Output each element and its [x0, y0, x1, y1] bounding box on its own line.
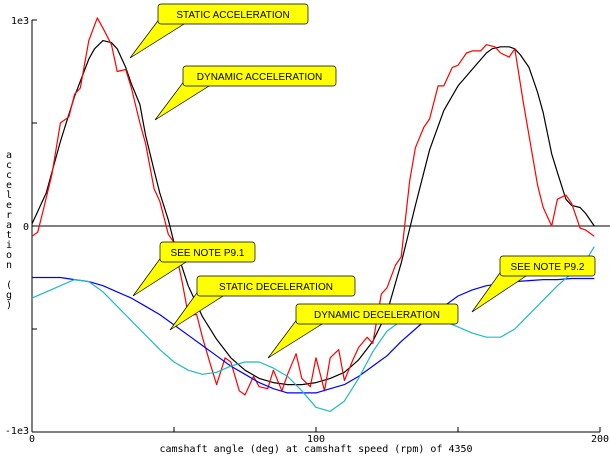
- callout-box: [182, 65, 337, 87]
- x-ticks: 0 100 200: [29, 427, 609, 445]
- y-axis-title-char: a: [6, 150, 12, 161]
- y-axis-title-char: t: [6, 230, 12, 241]
- callout-label: STATIC ACCELERATION: [176, 10, 289, 21]
- callout-box: [159, 241, 256, 263]
- series-line-0: [31, 39, 595, 386]
- callout: SEE NOTE P9.1: [132, 241, 256, 297]
- callout: DYNAMIC ACCELERATION: [154, 65, 337, 121]
- x-axis-title: camshaft angle (deg) at camshaft speed (…: [159, 444, 472, 455]
- y-tick-label: 1e3: [11, 16, 29, 27]
- callout-box: [499, 255, 596, 277]
- y-axis-title-char: ): [6, 300, 12, 311]
- y-axis-title-char: g: [6, 290, 12, 301]
- callouts: STATIC ACCELERATION DYNAMIC ACCELERATION S…: [129, 3, 596, 359]
- series-line-3: [31, 246, 595, 412]
- x-tick-label: 100: [307, 434, 325, 445]
- callout-box: [196, 275, 356, 297]
- y-tick-label: 0: [23, 222, 29, 233]
- callout: SEE NOTE P9.2: [471, 255, 596, 313]
- callout: STATIC DECELERATION: [169, 275, 356, 331]
- y-tick-label: -1e3: [5, 426, 29, 437]
- callout-label: SEE NOTE P9.2: [511, 262, 585, 273]
- y-axis-title-char: c: [6, 170, 12, 181]
- y-ticks: 1e3 0 -1e3: [5, 16, 37, 437]
- callout: DYNAMIC DECELERATION: [267, 303, 459, 359]
- y-axis-title-char: c: [6, 160, 12, 171]
- callout-label: SEE NOTE P9.1: [171, 248, 245, 259]
- y-axis-title-char: e: [6, 200, 12, 211]
- y-axis-title-char: n: [6, 260, 12, 271]
- y-axis-title-char: r: [6, 210, 12, 221]
- y-axis-title-char: o: [6, 250, 12, 261]
- y-axis-title-char: i: [6, 240, 12, 251]
- y-axis-title-char: l: [6, 190, 12, 201]
- y-axis-title-char: a: [6, 220, 12, 231]
- series-line-1: [31, 17, 595, 396]
- y-axis-title-char: e: [6, 180, 12, 191]
- callout-box: [295, 303, 459, 325]
- x-tick-label: 200: [591, 434, 609, 445]
- callout: STATIC ACCELERATION: [129, 3, 309, 59]
- y-axis-title-char: (: [6, 280, 12, 291]
- callout-box: [157, 3, 309, 25]
- x-tick-label: 0: [29, 434, 35, 445]
- callout-label: DYNAMIC ACCELERATION: [197, 72, 322, 83]
- callout-label: STATIC DECELERATION: [219, 282, 333, 293]
- callout-label: DYNAMIC DECELERATION: [314, 310, 440, 321]
